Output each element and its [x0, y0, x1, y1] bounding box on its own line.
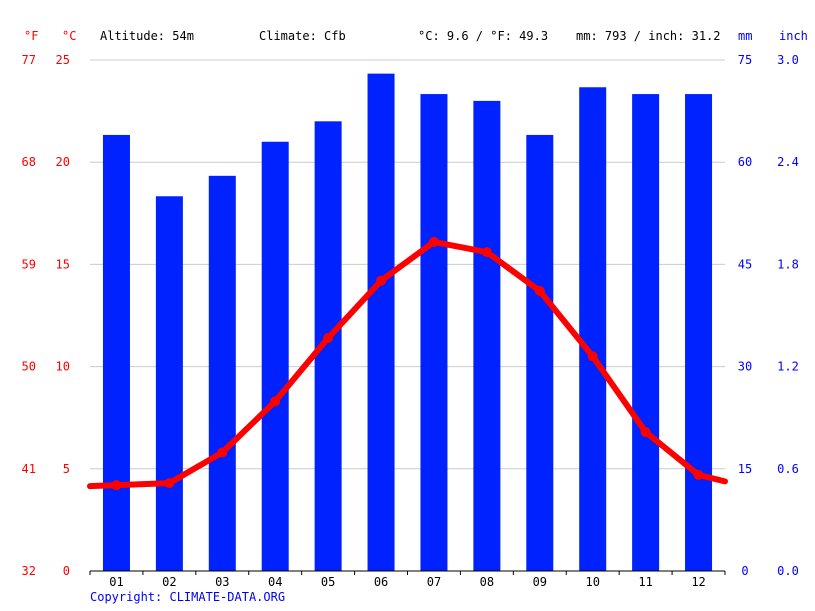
month-label: 02 — [162, 575, 176, 589]
precipitation-bar — [579, 87, 607, 572]
inch-tick-label: 0.6 — [777, 462, 799, 476]
precipitation-bar — [473, 100, 501, 571]
copyright-link[interactable]: Copyright: CLIMATE-DATA.ORG — [90, 590, 286, 604]
temperature-point — [693, 469, 704, 480]
celsius-tick-label: 5 — [63, 462, 70, 476]
month-label: 04 — [268, 575, 282, 589]
temperature-point — [640, 427, 651, 438]
precipitation-bar — [367, 73, 395, 572]
axis-tick-labels: 01 02 03 04 05 06 07 08 09 10 11 12 32 0 41 5 50 10 59 15 68… — [22, 53, 799, 589]
inch-tick-label: 0.0 — [777, 564, 799, 578]
temperature-point — [587, 351, 598, 362]
month-label: 09 — [533, 575, 547, 589]
temperature-line — [87, 236, 728, 491]
mm-tick-label: 0 — [741, 564, 748, 578]
fahrenheit-tick-label: 59 — [22, 257, 36, 271]
mm-tick-label: 30 — [738, 360, 752, 374]
precipitation-bar — [261, 141, 289, 571]
fahrenheit-tick-label: 32 — [22, 564, 36, 578]
inch-tick-label: 1.8 — [777, 257, 799, 271]
fahrenheit-tick-label: 77 — [22, 53, 36, 67]
precipitation-bars — [102, 73, 713, 572]
axes — [89, 570, 726, 575]
average-temperature-label: °C: 9.6 / °F: 49.3 — [418, 29, 548, 43]
temperature-point — [481, 247, 492, 258]
inch-tick-label: 2.4 — [777, 155, 799, 169]
precipitation-bar — [208, 175, 236, 571]
altitude-label: Altitude: 54m — [100, 29, 194, 43]
precipitation-bar — [155, 196, 183, 571]
month-label: 07 — [427, 575, 441, 589]
precipitation-bar — [526, 134, 554, 572]
temperature-point — [534, 285, 545, 296]
celsius-tick-label: 10 — [56, 360, 70, 374]
temperature-line-path — [87, 238, 728, 490]
mm-tick-label: 75 — [738, 53, 752, 67]
month-label: 01 — [109, 575, 123, 589]
precipitation-bar — [685, 94, 713, 572]
mm-tick-label: 45 — [738, 257, 752, 271]
fahrenheit-tick-label: 50 — [22, 360, 36, 374]
celsius-tick-label: 20 — [56, 155, 70, 169]
temperature-point — [376, 275, 387, 286]
temperature-point — [217, 447, 228, 458]
month-label: 06 — [374, 575, 388, 589]
inch-tick-label: 3.0 — [777, 53, 799, 67]
celsius-tick-label: 0 — [63, 564, 70, 578]
month-label: 03 — [215, 575, 229, 589]
climate-label: Climate: Cfb — [259, 29, 346, 43]
fahrenheit-tick-label: 41 — [22, 462, 36, 476]
mm-tick-label: 60 — [738, 155, 752, 169]
temperature-point — [323, 332, 334, 343]
inch-tick-label: 1.2 — [777, 360, 799, 374]
mm-tick-label: 15 — [738, 462, 752, 476]
mm-unit-label: mm — [738, 29, 752, 43]
celsius-tick-label: 15 — [56, 257, 70, 271]
month-label: 05 — [321, 575, 335, 589]
temperature-point — [111, 480, 122, 491]
month-label: 12 — [691, 575, 705, 589]
temperature-point — [164, 478, 175, 489]
temperature-point — [270, 396, 281, 407]
precipitation-bar — [632, 94, 660, 572]
celsius-tick-label: 25 — [56, 53, 70, 67]
fahrenheit-unit-label: °F — [24, 29, 38, 43]
month-label: 08 — [480, 575, 494, 589]
month-label: 11 — [638, 575, 652, 589]
temperature-point — [428, 236, 439, 247]
celsius-unit-label: °C — [62, 29, 76, 43]
precipitation-bar — [102, 134, 130, 572]
total-precipitation-label: mm: 793 / inch: 31.2 — [576, 29, 721, 43]
precipitation-bar — [420, 94, 448, 572]
month-label: 10 — [585, 575, 599, 589]
fahrenheit-tick-label: 68 — [22, 155, 36, 169]
inch-unit-label: inch — [779, 29, 808, 43]
